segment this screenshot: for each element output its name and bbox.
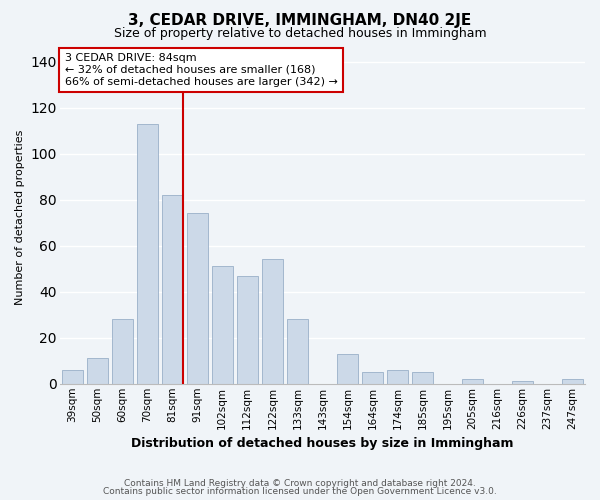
- Bar: [337, 354, 358, 384]
- Bar: [212, 266, 233, 384]
- Bar: [62, 370, 83, 384]
- Text: 3 CEDAR DRIVE: 84sqm
← 32% of detached houses are smaller (168)
66% of semi-deta: 3 CEDAR DRIVE: 84sqm ← 32% of detached h…: [65, 54, 338, 86]
- Bar: [462, 379, 483, 384]
- Text: Contains HM Land Registry data © Crown copyright and database right 2024.: Contains HM Land Registry data © Crown c…: [124, 478, 476, 488]
- X-axis label: Distribution of detached houses by size in Immingham: Distribution of detached houses by size …: [131, 437, 514, 450]
- Bar: [387, 370, 408, 384]
- Bar: [86, 358, 108, 384]
- Bar: [161, 195, 183, 384]
- Text: Size of property relative to detached houses in Immingham: Size of property relative to detached ho…: [113, 28, 487, 40]
- Bar: [137, 124, 158, 384]
- Bar: [412, 372, 433, 384]
- Bar: [187, 214, 208, 384]
- Bar: [362, 372, 383, 384]
- Bar: [262, 260, 283, 384]
- Text: Contains public sector information licensed under the Open Government Licence v3: Contains public sector information licen…: [103, 487, 497, 496]
- Bar: [287, 320, 308, 384]
- Bar: [112, 320, 133, 384]
- Text: 3, CEDAR DRIVE, IMMINGHAM, DN40 2JE: 3, CEDAR DRIVE, IMMINGHAM, DN40 2JE: [128, 12, 472, 28]
- Y-axis label: Number of detached properties: Number of detached properties: [15, 129, 25, 304]
- Bar: [236, 276, 258, 384]
- Bar: [512, 382, 533, 384]
- Bar: [562, 379, 583, 384]
